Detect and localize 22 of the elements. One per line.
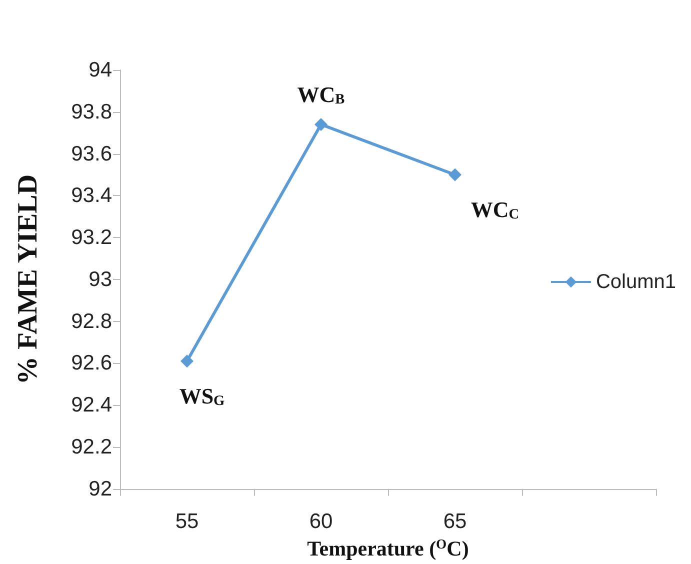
x-tick-label: 55 — [175, 510, 199, 533]
annotation: WSG — [179, 384, 225, 410]
point — [448, 168, 462, 182]
y-tick-label: 92.8 — [71, 310, 112, 333]
x-tick-label: 60 — [309, 510, 333, 533]
y-axis-title: % FAME YIELD — [12, 174, 44, 384]
point — [180, 354, 194, 368]
annotation: WCB — [297, 82, 346, 108]
y-tick-label: 92.6 — [71, 352, 112, 375]
y-tick-label: 93.8 — [71, 100, 112, 124]
legend-label: Column1 — [596, 271, 676, 293]
y-tick-label: 94 — [88, 58, 112, 82]
point — [314, 118, 328, 131]
y-tick-label: 93.2 — [71, 226, 112, 250]
y-tick-label: 93 — [88, 268, 112, 291]
y-tick-label: 93.6 — [71, 142, 112, 166]
y-tick-label: 93.4 — [71, 184, 112, 208]
y-tick-label: 92 — [88, 477, 112, 500]
y-tick-label: 92.4 — [71, 394, 112, 417]
annotation: WCC — [470, 197, 520, 223]
y-tick-label: 92.2 — [71, 435, 112, 458]
x-tick-label: 65 — [443, 510, 467, 533]
